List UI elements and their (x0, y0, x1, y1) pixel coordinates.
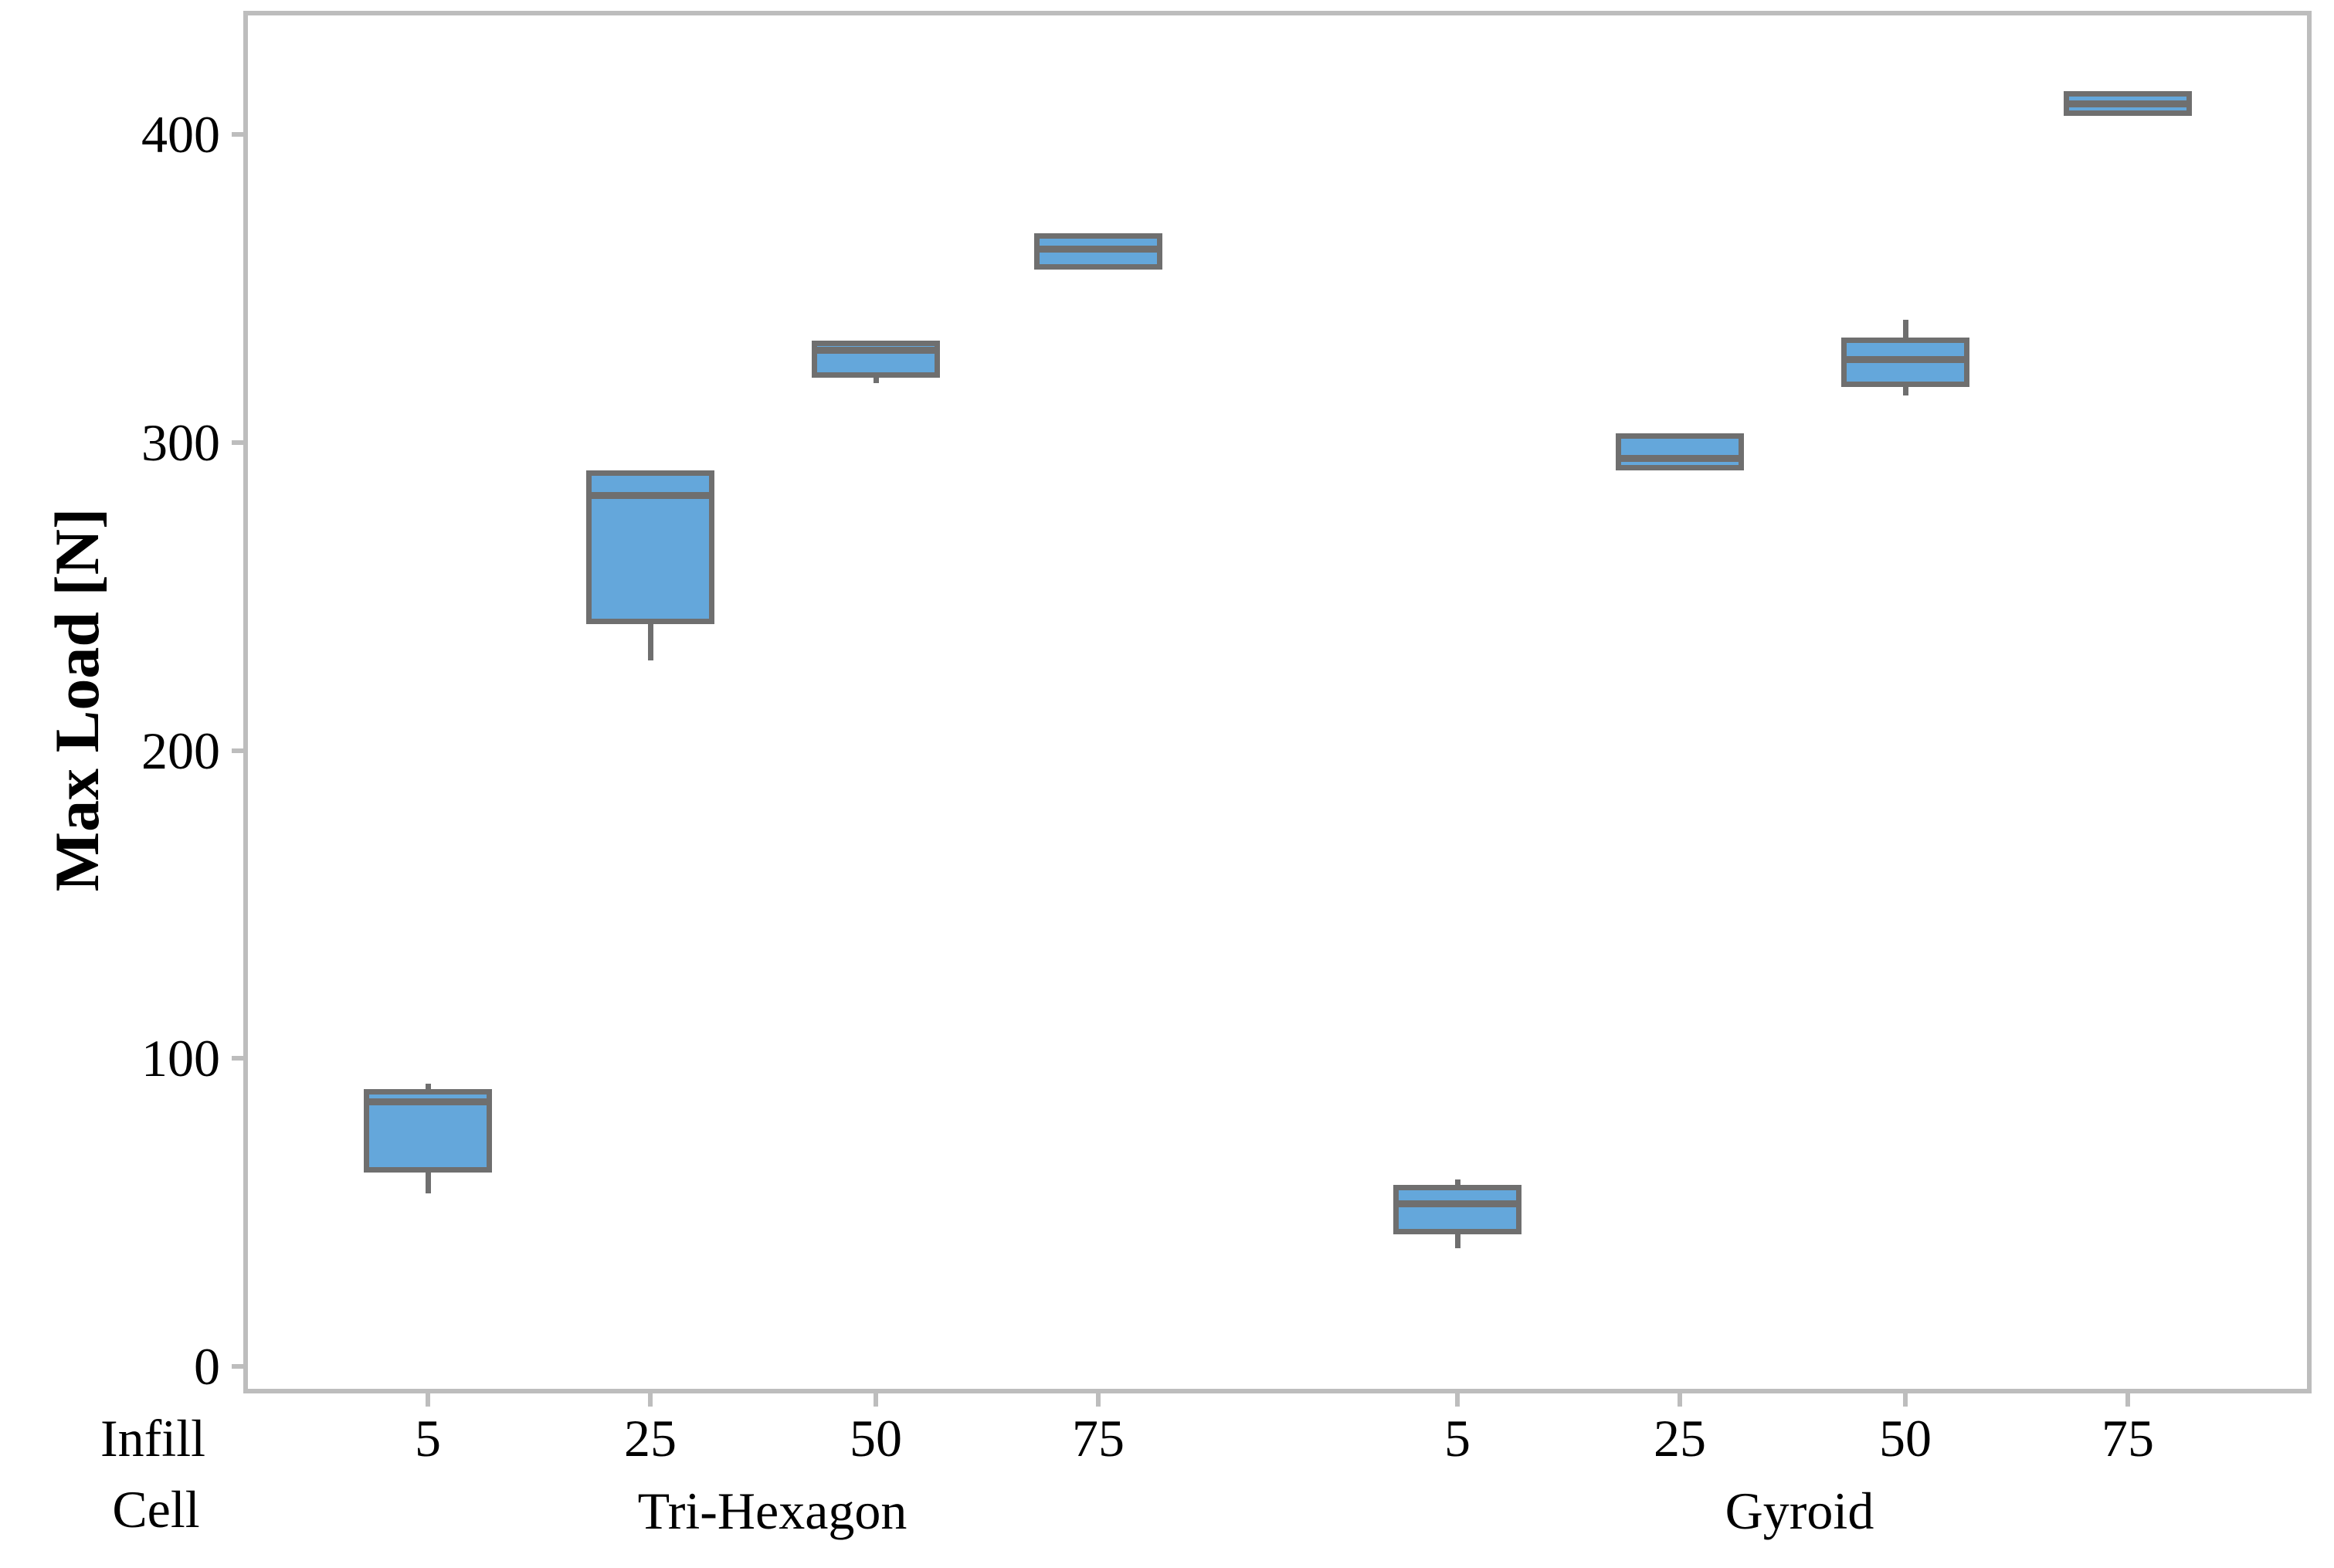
x-axis-tick-label: 25 (1654, 1409, 1706, 1468)
y-axis-tick-label: 200 (141, 721, 220, 780)
y-axis-tick-label: 400 (141, 105, 220, 164)
box-whisker-lower (1903, 383, 1908, 395)
x-axis-tick-label: 75 (1072, 1409, 1125, 1468)
box-median (1847, 356, 1964, 364)
box-gyroid-5 (1393, 1184, 1522, 1234)
box-gyroid-25 (1616, 433, 1744, 470)
x-axis-tick-mark (874, 1393, 878, 1407)
x-axis-tick-label: 50 (1879, 1409, 1932, 1468)
box-whisker-upper (1903, 320, 1908, 344)
x-axis-tick-label: 50 (850, 1409, 902, 1468)
y-axis-tick-label: 0 (194, 1337, 220, 1396)
x-axis-tick-mark (1678, 1393, 1682, 1407)
x-axis-tick-mark (426, 1393, 430, 1407)
group-label-gyroid: Gyroid (1725, 1481, 1874, 1540)
box-median (1399, 1200, 1516, 1207)
plot-area (243, 11, 2312, 1393)
box-median (592, 491, 709, 499)
y-axis-tick-mark (232, 440, 244, 445)
x-axis-row-label-cell: Cell (112, 1480, 200, 1539)
box-median (1040, 245, 1157, 253)
x-axis-tick-label: 5 (415, 1409, 441, 1468)
box-whisker-lower (874, 375, 879, 383)
x-axis-tick-mark (1096, 1393, 1101, 1407)
x-axis-tick-mark (1903, 1393, 1908, 1407)
y-axis-tick-label: 300 (141, 412, 220, 472)
y-axis-tick-mark (232, 1056, 244, 1061)
box-median (2069, 100, 2186, 108)
y-axis-tick-mark (232, 132, 244, 137)
x-axis-tick-mark (648, 1393, 653, 1407)
y-axis-title: Max Load [N] (42, 507, 112, 892)
x-axis-tick-label: 5 (1444, 1409, 1471, 1468)
box-whisker-lower (1455, 1230, 1460, 1249)
y-axis-tick-mark (232, 748, 244, 753)
box-median (1621, 454, 1739, 462)
box-tri-hexagon-50 (812, 341, 940, 378)
box-median (817, 347, 935, 355)
y-axis-tick-mark (232, 1364, 244, 1369)
x-axis-tick-label: 25 (624, 1409, 677, 1468)
x-axis-row-label-infill: Infill (100, 1409, 205, 1468)
group-label-tri-hexagon: Tri-Hexagon (637, 1481, 907, 1540)
x-axis-tick-label: 75 (2102, 1409, 2154, 1468)
box-median (369, 1098, 487, 1106)
box-whisker-lower (648, 621, 653, 660)
box-whisker-lower (426, 1169, 431, 1193)
y-axis-tick-label: 100 (141, 1029, 220, 1088)
x-axis-tick-mark (2125, 1393, 2130, 1407)
x-axis-tick-mark (1455, 1393, 1460, 1407)
